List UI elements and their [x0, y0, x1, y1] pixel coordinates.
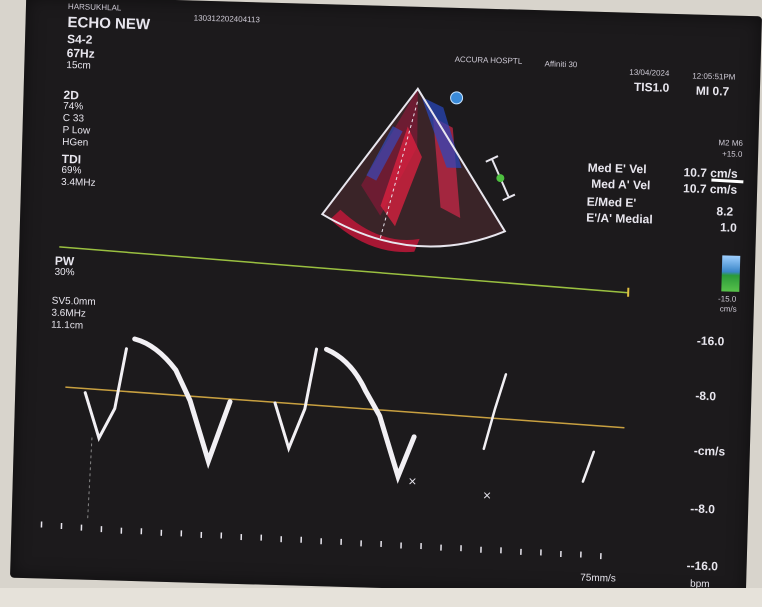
- tis-index: TIS1.0: [633, 79, 670, 95]
- system-name: Affiniti 30: [544, 59, 578, 70]
- sweep-speed: 75mm/s: [580, 572, 616, 585]
- ultrasound-screen: × × HARSUKHLAL 130312202404113 ECHO NEW …: [10, 0, 762, 599]
- mode-2d-gain: 74%: [63, 100, 84, 113]
- mode-pw-gain: 30%: [54, 266, 75, 279]
- gate-marker-icon: [485, 155, 516, 202]
- echo-graphics: × ×: [40, 87, 744, 560]
- measurement-value: 10.7 cm/s: [682, 181, 738, 197]
- mode-2d-power: P Low: [62, 124, 91, 137]
- doppler-baseline: [65, 386, 625, 429]
- color-doppler-sector: [320, 87, 507, 253]
- measurement-value: 1.0: [719, 220, 737, 235]
- patient-name: HARSUKHLAL: [67, 2, 122, 13]
- exam-time: 12:05:51PM: [692, 71, 736, 82]
- mode-2d-compress: C 33: [62, 112, 85, 125]
- pw-doppler-trace: [83, 336, 596, 519]
- caliper-icon: ×: [408, 475, 418, 488]
- velocity-color-bar: [721, 255, 741, 292]
- sample-volume: SV5.0mm: [51, 295, 96, 308]
- gate-line: [59, 246, 629, 294]
- mode-tdi-frequency: 3.4MHz: [60, 176, 96, 189]
- measurement-value: 10.7 cm/s: [683, 165, 738, 181]
- pw-depth: 11.1cm: [50, 319, 84, 332]
- scale-unit: cm/s: [719, 304, 737, 314]
- measurement-label: E/Med E': [586, 194, 637, 210]
- doppler-axis-label: --16.0: [686, 558, 719, 574]
- frame-rate: 67Hz: [66, 45, 95, 61]
- pw-frequency: 3.6MHz: [51, 307, 87, 320]
- measurement-label: E'/A' Medial: [586, 210, 653, 227]
- scale-bottom: -15.0: [717, 294, 737, 304]
- mi-index: MI 0.7: [695, 83, 730, 99]
- measurement-label: Med A' Vel: [591, 176, 651, 193]
- doppler-axis-label: -8.0: [695, 388, 717, 404]
- orientation-icon: [450, 91, 464, 105]
- exam-date: 13/04/2024: [629, 67, 670, 78]
- mode-tdi-gain: 69%: [61, 164, 82, 177]
- doppler-axis-label: --8.0: [690, 501, 716, 517]
- exam-title: ECHO NEW: [67, 14, 151, 34]
- mode-2d-label: 2D: [63, 87, 80, 103]
- scale-m2m6: M2 M6: [718, 138, 744, 148]
- image-depth: 15cm: [66, 59, 91, 72]
- scale-top: +15.0: [722, 149, 743, 159]
- doppler-axis-label: -cm/s: [693, 443, 726, 459]
- photo-background: [0, 588, 762, 607]
- caliper-icon: ×: [482, 489, 492, 502]
- measurement-value: 8.2: [716, 204, 734, 219]
- mode-tdi-label: TDI: [61, 151, 82, 167]
- timeline-ticks: [40, 521, 602, 560]
- doppler-axis-label: -16.0: [696, 333, 725, 349]
- scale-marker: [711, 178, 744, 184]
- measurement-label: Med E' Vel: [587, 160, 647, 177]
- probe-name: S4-2: [66, 31, 93, 47]
- mode-pw-label: PW: [54, 253, 75, 269]
- mode-2d-resolution: HGen: [62, 136, 89, 149]
